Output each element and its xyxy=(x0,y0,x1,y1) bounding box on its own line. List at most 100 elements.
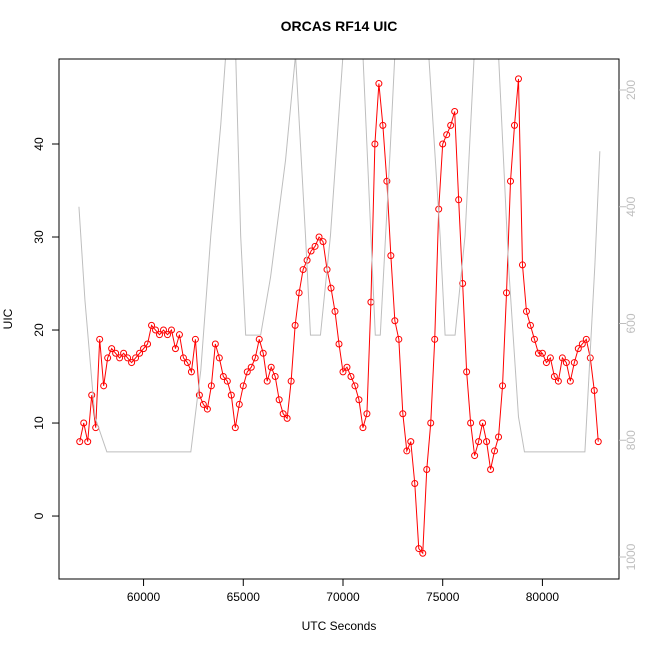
data-point xyxy=(108,345,116,353)
y-tick-label: 10 xyxy=(32,416,46,430)
data-point xyxy=(187,368,195,376)
data-point xyxy=(183,359,191,367)
data-point xyxy=(530,335,538,343)
data-point xyxy=(179,354,187,362)
data-point xyxy=(136,349,144,357)
data-point xyxy=(423,466,431,474)
data-point xyxy=(479,419,487,427)
data-point xyxy=(291,321,299,329)
data-point xyxy=(491,447,499,455)
data-point xyxy=(538,349,546,357)
data-point xyxy=(128,359,136,367)
data-point xyxy=(475,438,483,446)
secondary-line xyxy=(78,59,601,453)
data-point xyxy=(395,335,403,343)
data-point xyxy=(507,177,515,185)
data-point xyxy=(271,373,279,381)
data-point xyxy=(84,438,92,446)
data-point xyxy=(211,340,219,348)
data-point xyxy=(355,396,363,404)
data-point xyxy=(463,368,471,376)
data-point xyxy=(546,354,554,362)
data-point xyxy=(347,373,355,381)
data-point xyxy=(359,424,367,432)
data-point xyxy=(299,266,307,274)
data-point xyxy=(439,140,447,148)
data-point xyxy=(383,177,391,185)
data-point xyxy=(419,549,427,557)
data-point xyxy=(411,479,419,487)
data-point xyxy=(327,284,335,292)
data-point xyxy=(120,349,128,357)
data-point xyxy=(112,349,120,357)
data-point xyxy=(526,321,534,329)
data-point xyxy=(534,349,542,357)
data-point xyxy=(566,377,574,385)
y-tick-label: 0 xyxy=(32,512,46,519)
x-tick-label: 80000 xyxy=(526,590,560,604)
data-point xyxy=(391,317,399,325)
data-point xyxy=(100,382,108,390)
data-point xyxy=(510,121,518,129)
x-tick-label: 75000 xyxy=(426,590,460,604)
data-point xyxy=(156,331,164,339)
data-point xyxy=(443,131,451,139)
data-point xyxy=(379,121,387,129)
y-axis-label: UIC xyxy=(1,308,15,329)
data-point xyxy=(459,280,467,288)
data-point xyxy=(160,326,168,334)
data-point xyxy=(331,307,339,315)
data-point xyxy=(343,363,351,371)
y2-tick-label: 800 xyxy=(624,430,638,450)
data-point xyxy=(562,359,570,367)
data-point xyxy=(415,545,423,553)
data-point xyxy=(140,345,148,353)
data-point xyxy=(578,340,586,348)
data-point xyxy=(295,289,303,297)
data-point xyxy=(574,345,582,353)
y2-tick-label: 600 xyxy=(624,313,638,333)
data-point xyxy=(247,363,255,371)
data-point xyxy=(570,359,578,367)
data-point xyxy=(116,354,124,362)
data-point xyxy=(215,354,223,362)
data-point xyxy=(503,289,511,297)
data-point xyxy=(542,359,550,367)
data-point xyxy=(363,410,371,418)
data-point xyxy=(582,335,590,343)
x-tick-label: 70000 xyxy=(326,590,360,604)
data-point xyxy=(514,75,522,83)
data-point xyxy=(199,400,207,408)
data-point xyxy=(223,377,231,385)
data-point xyxy=(279,410,287,418)
data-point xyxy=(335,340,343,348)
data-point xyxy=(371,140,379,148)
data-point xyxy=(239,382,247,390)
data-point xyxy=(251,354,259,362)
y-tick-label: 30 xyxy=(32,230,46,244)
data-point xyxy=(96,335,104,343)
data-point xyxy=(175,331,183,339)
data-point xyxy=(311,242,319,250)
data-point xyxy=(351,382,359,390)
data-point xyxy=(590,386,598,394)
data-point xyxy=(483,438,491,446)
data-point xyxy=(399,410,407,418)
data-point xyxy=(499,382,507,390)
data-point xyxy=(227,391,235,399)
chart-title: ORCAS RF14 UIC xyxy=(281,18,398,34)
data-point xyxy=(283,414,291,422)
data-point xyxy=(231,424,239,432)
data-point xyxy=(451,107,459,115)
data-point xyxy=(307,247,315,255)
y-tick-label: 40 xyxy=(32,137,46,151)
data-point xyxy=(495,433,503,441)
data-point xyxy=(132,354,140,362)
data-point xyxy=(275,396,283,404)
plot-frame xyxy=(58,58,620,580)
data-point xyxy=(152,326,160,334)
y2-tick-label: 1000 xyxy=(624,543,638,570)
data-point xyxy=(104,354,112,362)
